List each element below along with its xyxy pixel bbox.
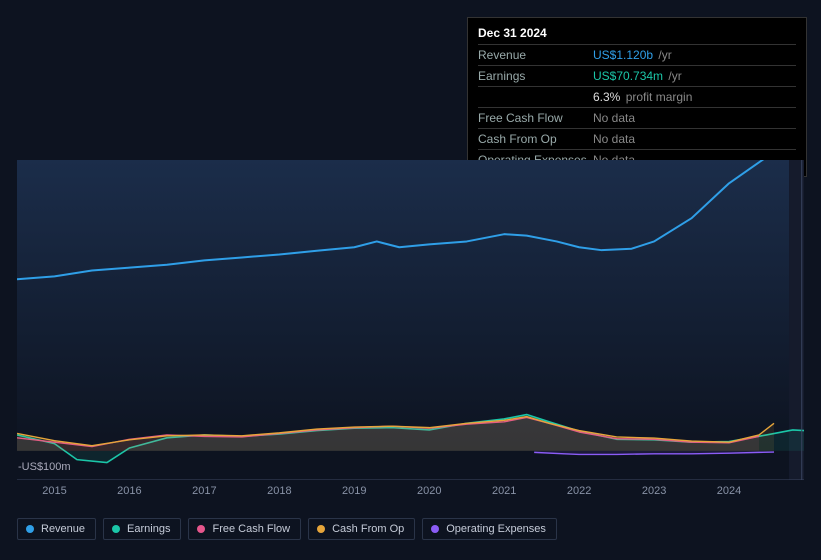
tooltip-row: 6.3% profit margin [478,86,796,107]
legend-dot-icon [431,525,439,533]
x-axis: 2015 2016 2017 2018 2019 2020 2021 2022 2023 2024 [17,485,804,499]
legend-label: Cash From Op [332,523,404,535]
legend-dot-icon [317,525,325,533]
tooltip-label: Earnings [478,67,593,85]
tooltip-label [478,88,593,106]
x-axis-tick: 2018 [267,485,291,497]
legend-label: Earnings [127,523,170,535]
tooltip-value: 6.3% profit margin [593,88,692,106]
tooltip-value: US$70.734m /yr [593,67,682,85]
legend-item-earnings[interactable]: Earnings [103,518,181,540]
x-axis-tick: 2023 [642,485,666,497]
x-axis-tick: 2016 [117,485,141,497]
tooltip-value: No data [593,109,635,127]
tooltip-row: EarningsUS$70.734m /yr [478,65,796,86]
legend-label: Free Cash Flow [212,523,290,535]
financial-chart[interactable] [17,160,804,480]
hover-tooltip: Dec 31 2024 RevenueUS$1.120b /yrEarnings… [467,17,807,177]
legend: Revenue Earnings Free Cash Flow Cash From O… [17,518,557,540]
x-axis-tick: 2015 [42,485,66,497]
legend-item-operating-expenses[interactable]: Operating Expenses [422,518,557,540]
tooltip-row: Cash From OpNo data [478,128,796,149]
x-axis-tick: 2022 [567,485,591,497]
x-axis-tick: 2021 [492,485,516,497]
tooltip-date: Dec 31 2024 [478,24,796,42]
x-axis-tick: 2024 [717,485,741,497]
legend-item-free-cash-flow[interactable]: Free Cash Flow [188,518,301,540]
tooltip-row: Free Cash FlowNo data [478,107,796,128]
tooltip-value: US$1.120b /yr [593,46,672,64]
x-axis-tick: 2019 [342,485,366,497]
tooltip-value: No data [593,130,635,148]
tooltip-label: Free Cash Flow [478,109,593,127]
legend-label: Revenue [41,523,85,535]
x-axis-tick: 2020 [417,485,441,497]
legend-dot-icon [26,525,34,533]
tooltip-label: Cash From Op [478,130,593,148]
x-axis-tick: 2017 [192,485,216,497]
legend-item-revenue[interactable]: Revenue [17,518,96,540]
legend-dot-icon [197,525,205,533]
legend-label: Operating Expenses [446,523,546,535]
tooltip-label: Revenue [478,46,593,64]
legend-item-cash-from-op[interactable]: Cash From Op [308,518,415,540]
legend-dot-icon [112,525,120,533]
tooltip-row: RevenueUS$1.120b /yr [478,44,796,65]
